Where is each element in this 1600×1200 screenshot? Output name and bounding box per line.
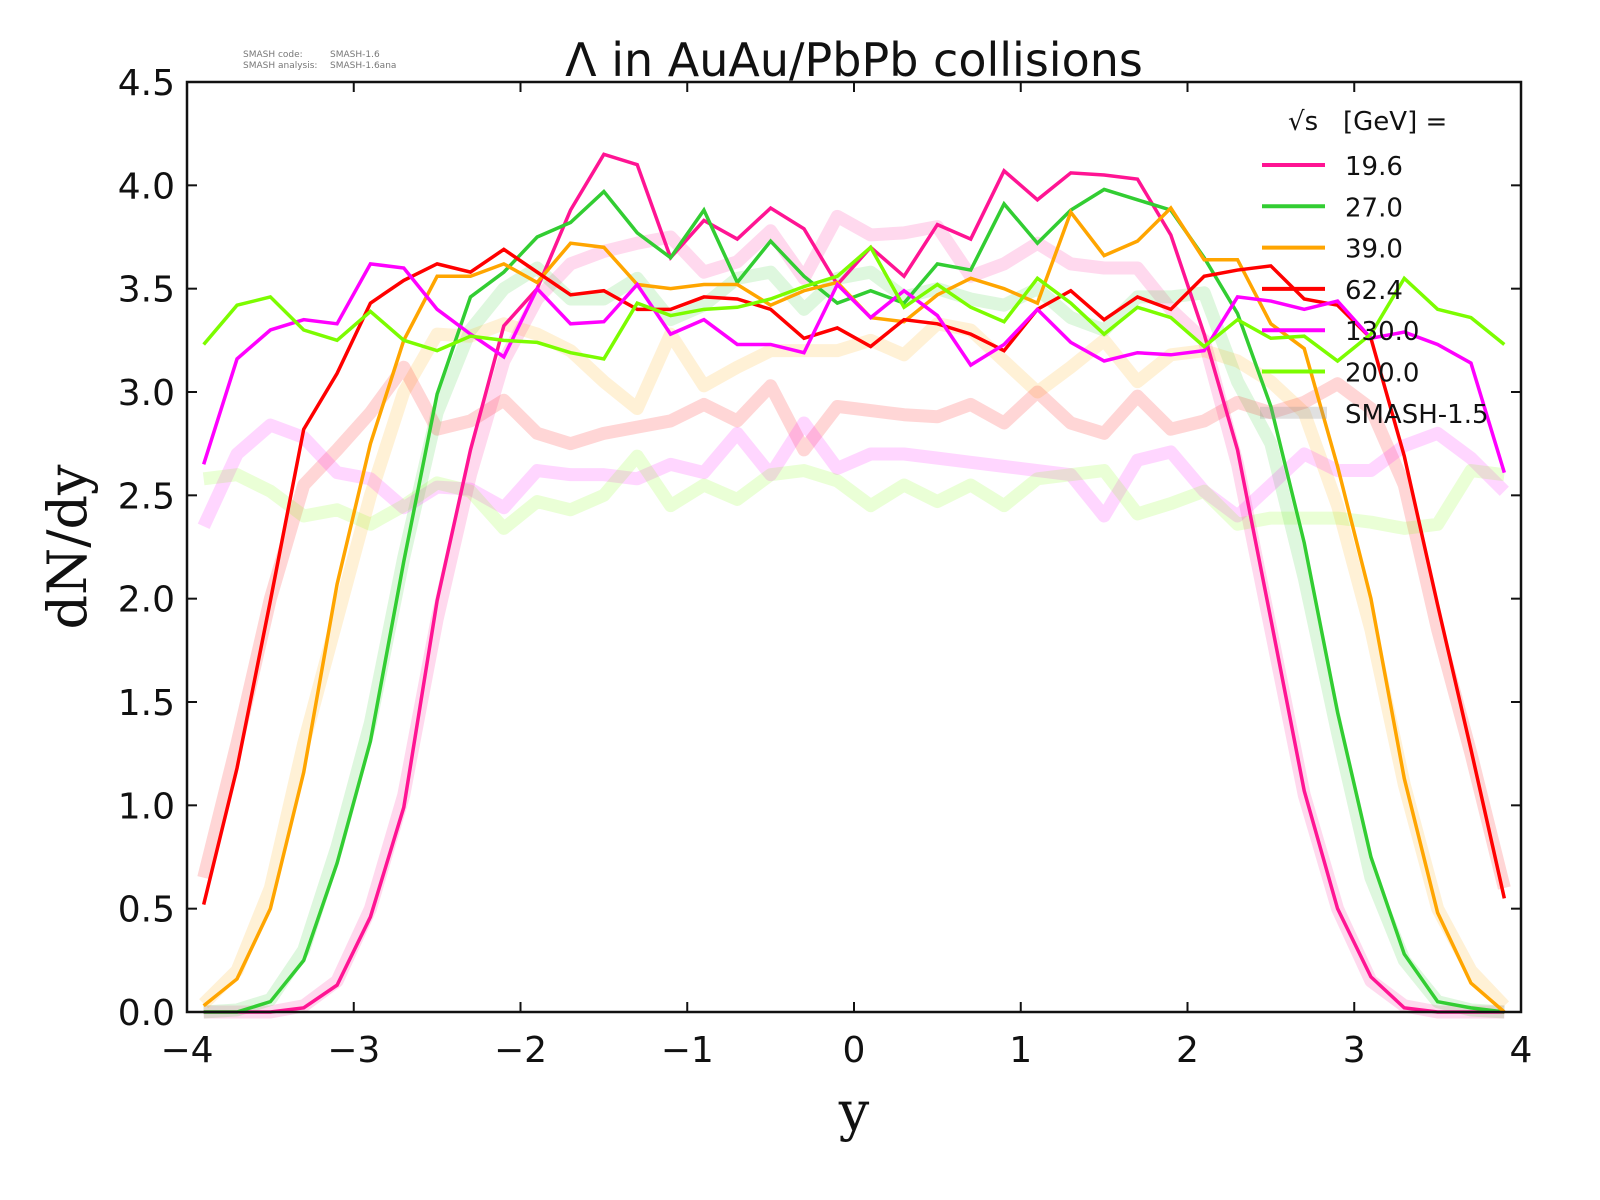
y-tick-label: 0.5 (118, 890, 175, 931)
annotation-analysis-value: SMASH-1.6ana (330, 61, 396, 71)
reference-line-39.0 (199, 317, 1510, 1011)
legend-title-symbol: √s (1288, 107, 1318, 137)
legend-label-27.0: 27.0 (1345, 193, 1403, 223)
legend-label-19.6: 19.6 (1345, 152, 1403, 182)
y-tick-label: 4.0 (118, 166, 175, 207)
legend-title: [GeV] = (1343, 107, 1447, 137)
x-tick-label: 1 (1009, 1030, 1032, 1071)
annotation-code-value: SMASH-1.6 (330, 50, 380, 60)
legend-label-200.0: 200.0 (1345, 359, 1419, 389)
annotation-code-label: SMASH code: (243, 50, 303, 60)
x-tick-label: −2 (494, 1030, 547, 1071)
annotation-analysis-label: SMASH analysis: (243, 61, 317, 71)
analysis-annotation: SMASH code: SMASH-1.6 SMASH analysis: SM… (243, 50, 396, 71)
x-axis-label: y (838, 1080, 870, 1143)
legend-label-130.0: 130.0 (1345, 317, 1419, 347)
ticks-group: −4 −3 −2 −1 0 1 2 3 4 0.0 0.5 1.0 1.5 2.0 2.5 3.0 3.5 4.0… (118, 63, 1533, 1071)
legend: √s [GeV] = 19.6 27.0 39.0 62.4 130.0 200.0 SMASH… (1260, 107, 1489, 430)
y-tick-label: 4.5 (118, 63, 175, 104)
x-tick-label: 2 (1176, 1030, 1199, 1071)
y-tick-label: 0.0 (118, 993, 175, 1034)
y-tick-label: 1.5 (118, 683, 175, 724)
series-line-19.6 (203, 152, 1505, 1014)
legend-label-reference: SMASH-1.5 (1345, 400, 1489, 430)
series-group (201, 152, 1507, 1014)
y-tick-label: 2.0 (118, 580, 175, 621)
legend-label-39.0: 39.0 (1345, 235, 1403, 265)
series-line-62.4 (201, 247, 1507, 905)
y-axis-label: dN/dy (36, 464, 99, 630)
y-tick-label: 1.0 (118, 786, 175, 827)
series-line-130.0 (202, 261, 1506, 474)
chart-title: Λ in AuAu/PbPb collisions (565, 33, 1143, 87)
y-tick-label: 3.5 (118, 270, 175, 311)
legend-label-62.4: 62.4 (1345, 276, 1403, 306)
x-tick-label: −4 (160, 1030, 213, 1071)
x-tick-label: 3 (1343, 1030, 1366, 1071)
x-tick-label: 0 (843, 1030, 866, 1071)
reference-line-200.0 (202, 449, 1506, 535)
series-line-200.0 (202, 244, 1506, 364)
reference-line-62.4 (197, 360, 1511, 890)
x-tick-label: 4 (1510, 1030, 1533, 1071)
y-tick-label: 2.5 (118, 476, 175, 517)
y-tick-label: 3.0 (118, 373, 175, 414)
series-line-27.0 (203, 187, 1505, 1014)
x-tick-label: −3 (327, 1030, 380, 1071)
x-tick-label: −1 (661, 1030, 714, 1071)
